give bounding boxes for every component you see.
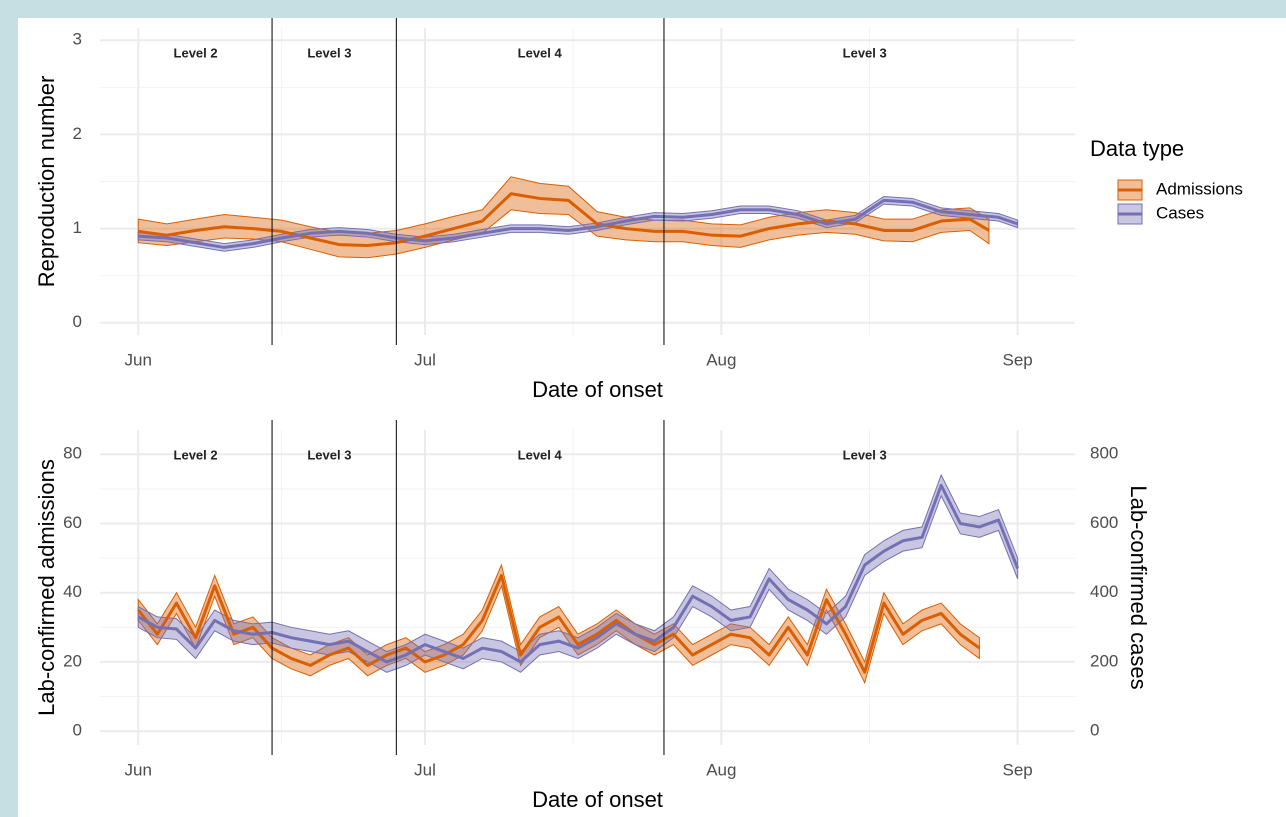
phase-label: Level 2: [174, 45, 218, 60]
y-tick-label: 20: [63, 651, 82, 670]
y-tick-label: 80: [63, 444, 82, 463]
series-line: [138, 198, 1019, 249]
phase-label: Level 4: [518, 45, 563, 60]
y-tick-label: 0: [73, 721, 82, 740]
x-tick-label: Jun: [125, 350, 152, 369]
y-tick-label: 60: [63, 513, 82, 532]
y-axis-title: Reproduction number: [34, 76, 59, 288]
y2-tick-label: 200: [1090, 651, 1118, 670]
y2-tick-label: 800: [1090, 444, 1118, 463]
legend-label: Cases: [1156, 203, 1204, 222]
y-tick-label: 2: [73, 124, 82, 143]
y2-axis-title: Lab-confirmed cases: [1126, 485, 1151, 689]
y2-tick-label: 600: [1090, 513, 1118, 532]
y-axis-title: Lab-confirmed admissions: [34, 459, 59, 716]
x-tick-label: Jul: [414, 350, 436, 369]
ribbon: [137, 176, 990, 259]
x-tick-label: Sep: [1003, 760, 1033, 779]
phase-label: Level 4: [518, 447, 563, 462]
x-tick-label: Jul: [414, 760, 436, 779]
phase-label: Level 3: [843, 447, 887, 462]
y2-tick-label: 400: [1090, 582, 1118, 601]
x-axis-title: Date of onset: [532, 787, 663, 812]
legend-label: Admissions: [1156, 179, 1243, 198]
y-tick-label: 40: [63, 582, 82, 601]
x-tick-label: Jun: [125, 760, 152, 779]
series-line: [137, 483, 1020, 664]
legend-title: Data type: [1090, 136, 1184, 161]
phase-label: Level 3: [307, 45, 351, 60]
y2-tick-label: 0: [1090, 721, 1099, 740]
series-line: [138, 192, 990, 248]
panel-background: [18, 18, 1286, 817]
phase-label: Level 3: [843, 45, 887, 60]
x-tick-label: Sep: [1003, 350, 1033, 369]
phase-label: Level 2: [174, 447, 218, 462]
x-axis-title: Date of onset: [532, 377, 663, 402]
series-line: [137, 573, 981, 674]
y-tick-label: 3: [73, 30, 82, 49]
y-tick-label: 0: [73, 312, 82, 331]
x-tick-label: Aug: [706, 760, 736, 779]
x-tick-label: Aug: [706, 350, 736, 369]
phase-label: Level 3: [307, 447, 351, 462]
y-tick-label: 1: [73, 218, 82, 237]
